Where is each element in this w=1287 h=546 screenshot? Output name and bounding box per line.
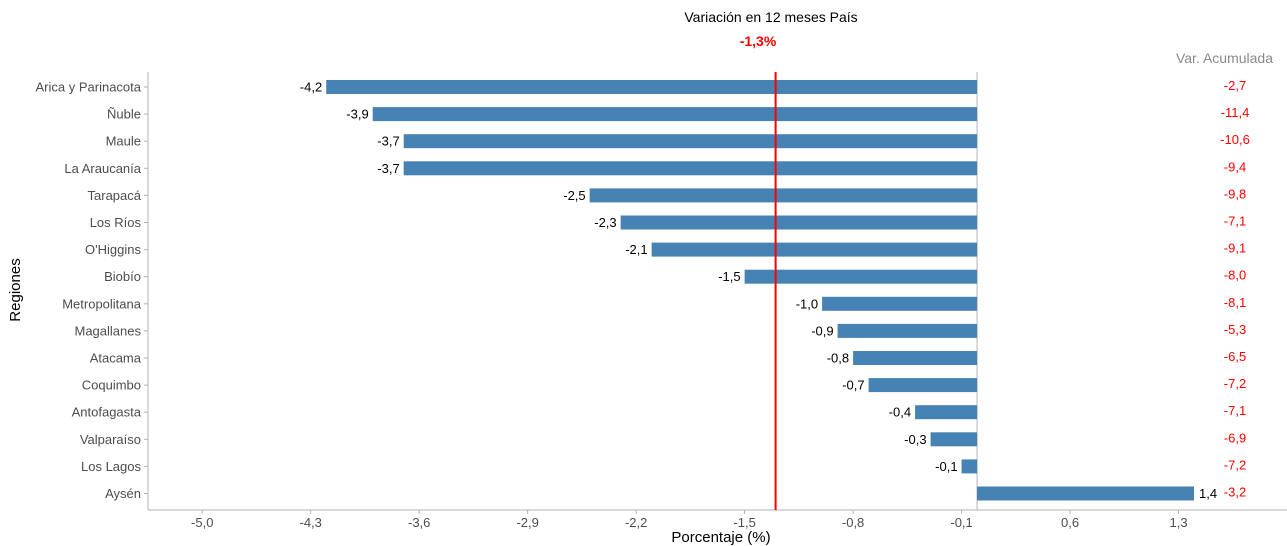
bar-value-label: -0,1 [935, 459, 957, 474]
cumulative-value-label: -7,2 [1224, 376, 1246, 391]
x-tick-label: -2,9 [516, 515, 538, 530]
x-tick-label: -5,0 [191, 515, 213, 530]
bar [977, 486, 1195, 501]
bar-value-label: -4,2 [300, 80, 322, 95]
cumulative-value-label: -7,1 [1224, 214, 1246, 229]
y-tick-label: Los Ríos [90, 215, 142, 230]
bar [589, 188, 978, 203]
x-tick-label: -3,6 [408, 515, 430, 530]
cumulative-value-label: -3,2 [1224, 485, 1246, 500]
x-axis-title: Porcentaje (%) [671, 529, 770, 546]
bar [651, 242, 978, 257]
y-tick-label: La Araucanía [64, 161, 141, 176]
x-tick-label: -2,2 [625, 515, 647, 530]
cumulative-value-label: -7,2 [1224, 457, 1246, 472]
bar [853, 351, 978, 365]
bar-value-label: -0,8 [827, 351, 849, 366]
bar [372, 107, 978, 122]
cumulative-value-label: -10,6 [1220, 132, 1250, 147]
cumulative-value-label: -7,1 [1224, 403, 1246, 418]
plot-area: -5,0 -4,3 -3,6 -2,9 -2,2 -1,5 -0,8 -0,1 0,6 1,3 Ar… [36, 72, 1287, 530]
cumulative-header: Var. Acumulada [1176, 50, 1273, 66]
cumulative-value-label: -2,7 [1224, 78, 1246, 93]
x-tick-label: 1,3 [1169, 515, 1187, 530]
cumulative-value-label: -11,4 [1221, 105, 1250, 120]
bar [403, 161, 978, 176]
y-tick-label: Biobío [104, 269, 141, 284]
cumulative-value-label: -6,5 [1224, 349, 1246, 364]
y-tick-label: Coquimbo [82, 378, 141, 393]
bar [915, 405, 978, 420]
cumulative-value-label: -9,1 [1224, 241, 1246, 256]
y-tick-label: O'Higgins [85, 242, 141, 257]
y-tick-label: Ñuble [107, 107, 141, 122]
y-tick-label: Tarapacá [88, 188, 142, 203]
bar-value-label: -1,0 [796, 296, 818, 311]
chart-subtitle: -1,3% [740, 33, 777, 49]
bar [930, 432, 978, 447]
x-tick-label: -1,5 [733, 515, 755, 530]
bar [326, 80, 978, 94]
cumulative-value-label: -6,9 [1224, 430, 1246, 445]
bar-value-label: -2,1 [625, 242, 647, 257]
cumulative-value-label: -8,1 [1224, 295, 1246, 310]
bar-value-label: -2,3 [594, 215, 616, 230]
x-tick-label: -4,3 [300, 515, 322, 530]
bar [403, 134, 978, 149]
bar [620, 215, 978, 230]
cumulative-value-label: -9,4 [1224, 159, 1246, 174]
y-tick-label: Atacama [90, 351, 142, 366]
x-tick-label: -0,8 [842, 515, 864, 530]
bar [837, 323, 978, 338]
bar [868, 378, 978, 393]
chart-title: Variación en 12 meses País [684, 9, 857, 25]
cumulative-value-label: -8,0 [1224, 268, 1246, 283]
bar-value-label: -0,3 [904, 432, 926, 447]
bar [744, 269, 978, 284]
bar-value-label: -3,7 [377, 161, 399, 176]
y-tick-label: Maule [106, 134, 141, 149]
x-tick-label: 0,6 [1061, 515, 1079, 530]
bar-value-label: -2,5 [563, 188, 585, 203]
bar-value-label: -3,7 [377, 134, 399, 149]
y-tick-label: Magallanes [75, 323, 142, 338]
cumulative-value-label: -9,8 [1224, 186, 1246, 201]
y-tick-label: Los Lagos [81, 459, 141, 474]
y-axis-title: Regiones [7, 258, 24, 321]
y-tick-label: Antofagasta [72, 405, 142, 420]
y-tick-label: Metropolitana [62, 296, 142, 311]
y-tick-label: Aysén [105, 486, 141, 501]
bar-value-label: -1,5 [718, 269, 740, 284]
cumulative-value-label: -5,3 [1224, 322, 1246, 337]
bar [822, 296, 978, 311]
bar-value-label: -0,7 [842, 378, 864, 393]
x-tick-label: -0,1 [950, 515, 972, 530]
bar-value-label: -3,9 [346, 107, 368, 122]
y-tick-label: Arica y Parinacota [36, 80, 142, 95]
bar [961, 459, 978, 474]
bar-value-label: -0,9 [811, 323, 833, 338]
bar-value-label: 1,4 [1199, 486, 1217, 501]
y-tick-label: Valparaíso [80, 432, 141, 447]
bar-value-label: -0,4 [889, 405, 911, 420]
